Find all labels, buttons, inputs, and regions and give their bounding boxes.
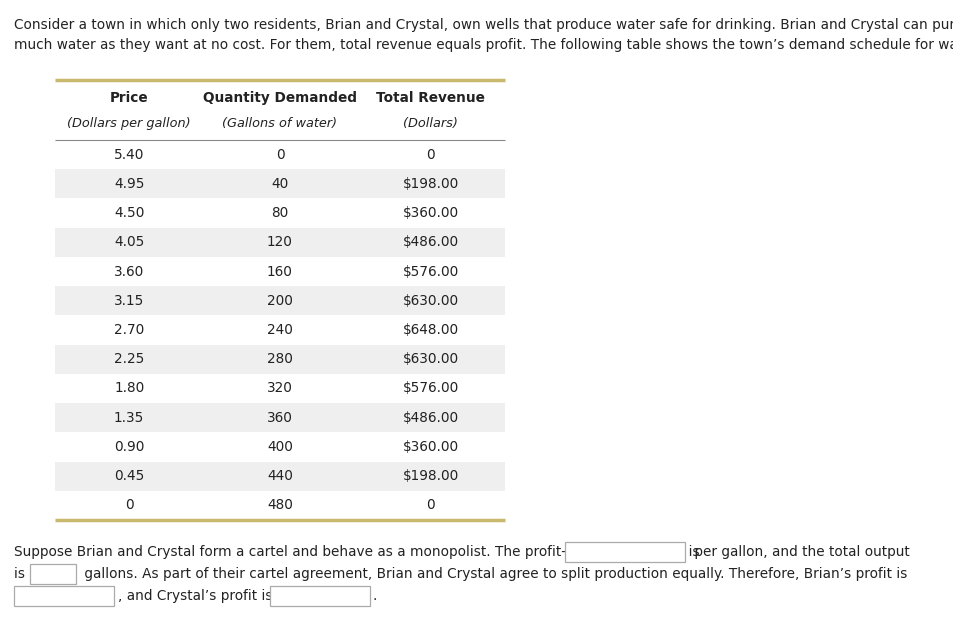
Text: 4.50: 4.50 (114, 206, 144, 220)
Text: $648.00: $648.00 (402, 323, 458, 337)
Text: per gallon, and the total output: per gallon, and the total output (689, 545, 909, 559)
Text: $486.00: $486.00 (402, 411, 458, 425)
Text: 1.80: 1.80 (114, 381, 144, 396)
Text: $360.00: $360.00 (402, 440, 458, 454)
Text: Quantity Demanded: Quantity Demanded (203, 91, 356, 105)
Text: $486.00: $486.00 (402, 236, 458, 249)
Bar (55, 462, 504, 491)
Text: gallons. As part of their cartel agreement, Brian and Crystal agree to split pro: gallons. As part of their cartel agreeme… (80, 567, 906, 581)
Text: 0: 0 (426, 147, 435, 162)
Text: (Gallons of water): (Gallons of water) (222, 118, 337, 130)
Bar (270, 586, 370, 606)
Text: 400: 400 (267, 440, 293, 454)
Text: Consider a town in which only two residents, Brian and Crystal, own wells that p: Consider a town in which only two reside… (14, 18, 953, 32)
Text: (Dollars per gallon): (Dollars per gallon) (68, 118, 191, 130)
Bar (30, 564, 76, 584)
Text: 2.70: 2.70 (114, 323, 144, 337)
Text: 3.15: 3.15 (114, 294, 144, 308)
Text: 480: 480 (267, 498, 293, 512)
Text: 2.25: 2.25 (114, 352, 144, 366)
Text: $: $ (569, 545, 578, 559)
Text: $360.00: $360.00 (402, 206, 458, 220)
Text: 0.90: 0.90 (114, 440, 144, 454)
Text: 4.05: 4.05 (114, 236, 144, 249)
Text: Suppose Brian and Crystal form a cartel and behave as a monopolist. The profit-m: Suppose Brian and Crystal form a cartel … (14, 545, 703, 559)
Bar (55, 403, 504, 432)
Text: 160: 160 (267, 265, 293, 278)
Text: 5.40: 5.40 (114, 147, 144, 162)
Bar (55, 345, 504, 374)
Text: 280: 280 (267, 352, 293, 366)
Text: (Dollars): (Dollars) (403, 118, 457, 130)
Text: 4.95: 4.95 (113, 177, 144, 191)
Text: $576.00: $576.00 (402, 381, 458, 396)
Text: .: . (373, 589, 377, 603)
Text: 200: 200 (267, 294, 293, 308)
Bar (55, 286, 504, 316)
Text: 120: 120 (267, 236, 293, 249)
Text: 360: 360 (267, 411, 293, 425)
Text: 440: 440 (267, 469, 293, 483)
Text: 240: 240 (267, 323, 293, 337)
Text: $630.00: $630.00 (402, 352, 458, 366)
Text: Total Revenue: Total Revenue (375, 91, 485, 105)
Text: 0: 0 (275, 147, 284, 162)
Text: $: $ (274, 589, 283, 603)
Text: $198.00: $198.00 (402, 177, 458, 191)
Text: much water as they want at no cost. For them, total revenue equals profit. The f: much water as they want at no cost. For … (14, 38, 953, 52)
Text: 3.60: 3.60 (114, 265, 144, 278)
Bar (14, 586, 113, 606)
Text: Price: Price (110, 91, 149, 105)
Text: $576.00: $576.00 (402, 265, 458, 278)
Bar (55, 169, 504, 198)
Text: $: $ (19, 589, 28, 603)
Text: 40: 40 (271, 177, 289, 191)
Text: 0.45: 0.45 (114, 469, 144, 483)
Bar (564, 542, 684, 562)
Text: 80: 80 (271, 206, 289, 220)
Text: 320: 320 (267, 381, 293, 396)
Text: is: is (14, 567, 30, 581)
Text: 0: 0 (426, 498, 435, 512)
Text: 1.35: 1.35 (114, 411, 144, 425)
Text: $198.00: $198.00 (402, 469, 458, 483)
Text: 0: 0 (125, 498, 133, 512)
Bar (55, 227, 504, 257)
Text: $630.00: $630.00 (402, 294, 458, 308)
Text: , and Crystal’s profit is: , and Crystal’s profit is (118, 589, 276, 603)
